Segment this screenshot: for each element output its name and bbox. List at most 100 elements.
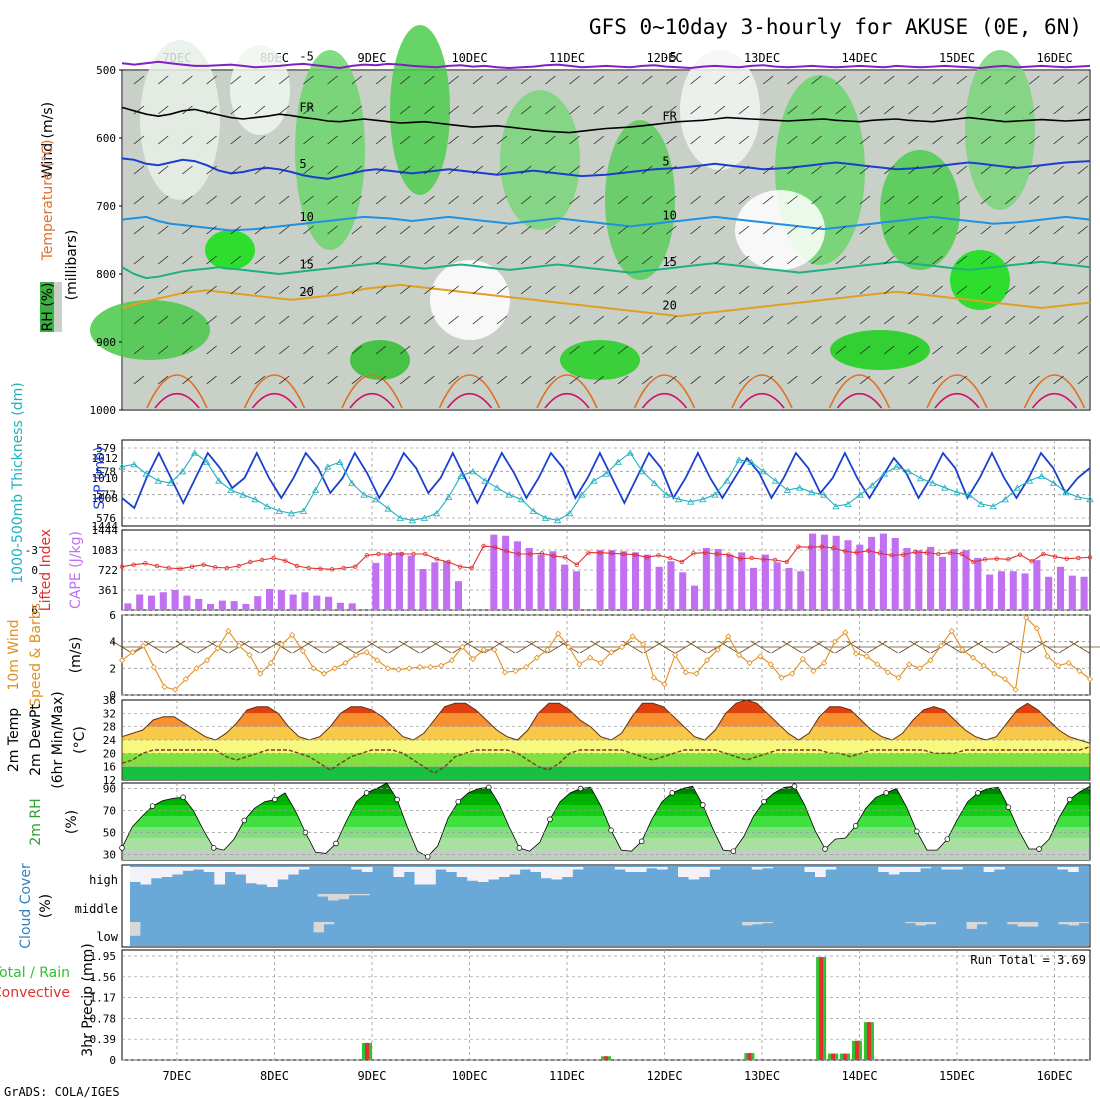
wind-barb bbox=[496, 165, 508, 175]
wind-barb bbox=[303, 285, 314, 295]
cloud-high-bar bbox=[635, 867, 647, 872]
wind-speed-point bbox=[810, 667, 817, 675]
wind-barb bbox=[877, 640, 899, 654]
isotherm-30 bbox=[1031, 392, 1078, 409]
wind-barb bbox=[182, 75, 193, 85]
wind-barb bbox=[643, 640, 665, 654]
cape-bar bbox=[809, 533, 817, 610]
wind-barb bbox=[1037, 640, 1058, 654]
rh-band bbox=[122, 849, 1090, 860]
top-date-tick: 13DEC bbox=[744, 51, 780, 65]
wind-barb bbox=[593, 225, 605, 235]
cloud-high-bar bbox=[888, 867, 900, 875]
wind-barb bbox=[771, 640, 792, 654]
wind-barb bbox=[496, 105, 508, 115]
wind-barb bbox=[206, 225, 217, 235]
cape-bar bbox=[679, 572, 687, 610]
isotherm-25 bbox=[536, 374, 598, 409]
wind-barb bbox=[569, 285, 580, 295]
thickness-point bbox=[275, 507, 284, 514]
wind-barb bbox=[666, 285, 677, 295]
wind-speed-point bbox=[938, 642, 945, 649]
lifted-index-point bbox=[714, 551, 719, 557]
thickness-point bbox=[965, 491, 973, 498]
wind-barb bbox=[593, 105, 605, 115]
lifted-index-point bbox=[924, 550, 929, 555]
cape-bar bbox=[643, 554, 651, 610]
lifted-index-point bbox=[446, 559, 451, 565]
y-tick-label: 1000 bbox=[90, 404, 117, 417]
lifted-index-point bbox=[632, 552, 638, 557]
lifted-index-point bbox=[248, 559, 253, 565]
wind-speed-point bbox=[1044, 653, 1051, 660]
cloud-high-bar bbox=[899, 867, 911, 872]
thickness-point bbox=[227, 486, 235, 493]
isotherm-label: 20 bbox=[662, 298, 676, 312]
cloud-high-bar bbox=[804, 867, 816, 872]
wind-barb bbox=[133, 75, 145, 85]
lifted-index-point bbox=[574, 562, 580, 567]
wind-speed-point bbox=[735, 651, 743, 659]
cape-bar bbox=[372, 562, 380, 610]
wind-speed-point bbox=[778, 674, 785, 681]
wind-barb bbox=[1053, 195, 1064, 205]
wind-barb bbox=[335, 640, 356, 654]
isotherm-label: FR bbox=[662, 109, 677, 123]
precip-convective-bar bbox=[819, 957, 824, 1060]
wind-barb bbox=[690, 375, 701, 385]
y-tick-label: 50 bbox=[103, 827, 116, 840]
lifted-index-point bbox=[376, 551, 381, 557]
lifted-index-point bbox=[1017, 552, 1023, 557]
wind-barb bbox=[762, 285, 774, 295]
rh-point bbox=[791, 783, 798, 790]
cape-bar bbox=[714, 549, 722, 610]
wind-barb bbox=[182, 255, 193, 265]
cape-bar bbox=[1021, 573, 1029, 610]
thickness-point bbox=[178, 468, 187, 475]
wind-barb bbox=[859, 105, 871, 115]
thickness-point bbox=[311, 486, 320, 493]
cloud-high-bar bbox=[541, 867, 552, 879]
rh-shade-patch bbox=[205, 230, 255, 270]
thickness-point bbox=[408, 517, 417, 524]
wind-speed-point bbox=[193, 665, 200, 672]
wind-barb bbox=[973, 640, 994, 654]
cape-bar bbox=[183, 595, 191, 610]
wind-speed-point bbox=[491, 646, 498, 653]
wind-barb bbox=[303, 375, 314, 385]
series-slp bbox=[121, 450, 1091, 510]
wind-barb bbox=[739, 640, 760, 654]
wind-barb bbox=[351, 195, 363, 205]
wind-barb bbox=[520, 345, 532, 355]
rh-shade-patch bbox=[605, 120, 675, 280]
wind-barb bbox=[448, 75, 459, 85]
lifted-index-point bbox=[749, 555, 754, 561]
wind-speed-point bbox=[789, 670, 796, 677]
thickness-point bbox=[348, 479, 356, 486]
top-date-tick: 15DEC bbox=[939, 51, 975, 65]
isotherm-30 bbox=[739, 392, 785, 409]
wind-barb bbox=[641, 75, 653, 85]
thickness-point bbox=[723, 477, 731, 484]
cape-bar bbox=[950, 549, 958, 610]
lifted-index-point bbox=[434, 557, 440, 562]
thickness-point bbox=[263, 503, 271, 510]
top-date-tick: 16DEC bbox=[1036, 51, 1072, 65]
y-tick-label: 16 bbox=[103, 761, 116, 774]
wind-barb bbox=[545, 225, 556, 235]
rh-point bbox=[210, 845, 217, 851]
wind-barb bbox=[883, 195, 895, 205]
thickness-point bbox=[481, 477, 489, 484]
wind-barb bbox=[496, 375, 508, 385]
wind-barb bbox=[617, 375, 629, 385]
wind-barb bbox=[1029, 165, 1040, 175]
wind-barb bbox=[883, 105, 895, 115]
wind-barb bbox=[278, 195, 290, 205]
wind-barb bbox=[738, 285, 750, 295]
wind-barb bbox=[230, 195, 242, 205]
thickness-point bbox=[771, 477, 780, 484]
lifted-index-point bbox=[831, 545, 836, 551]
wind-barb bbox=[206, 135, 217, 145]
wind-barb bbox=[230, 375, 242, 385]
wind-speed-point bbox=[246, 651, 253, 659]
